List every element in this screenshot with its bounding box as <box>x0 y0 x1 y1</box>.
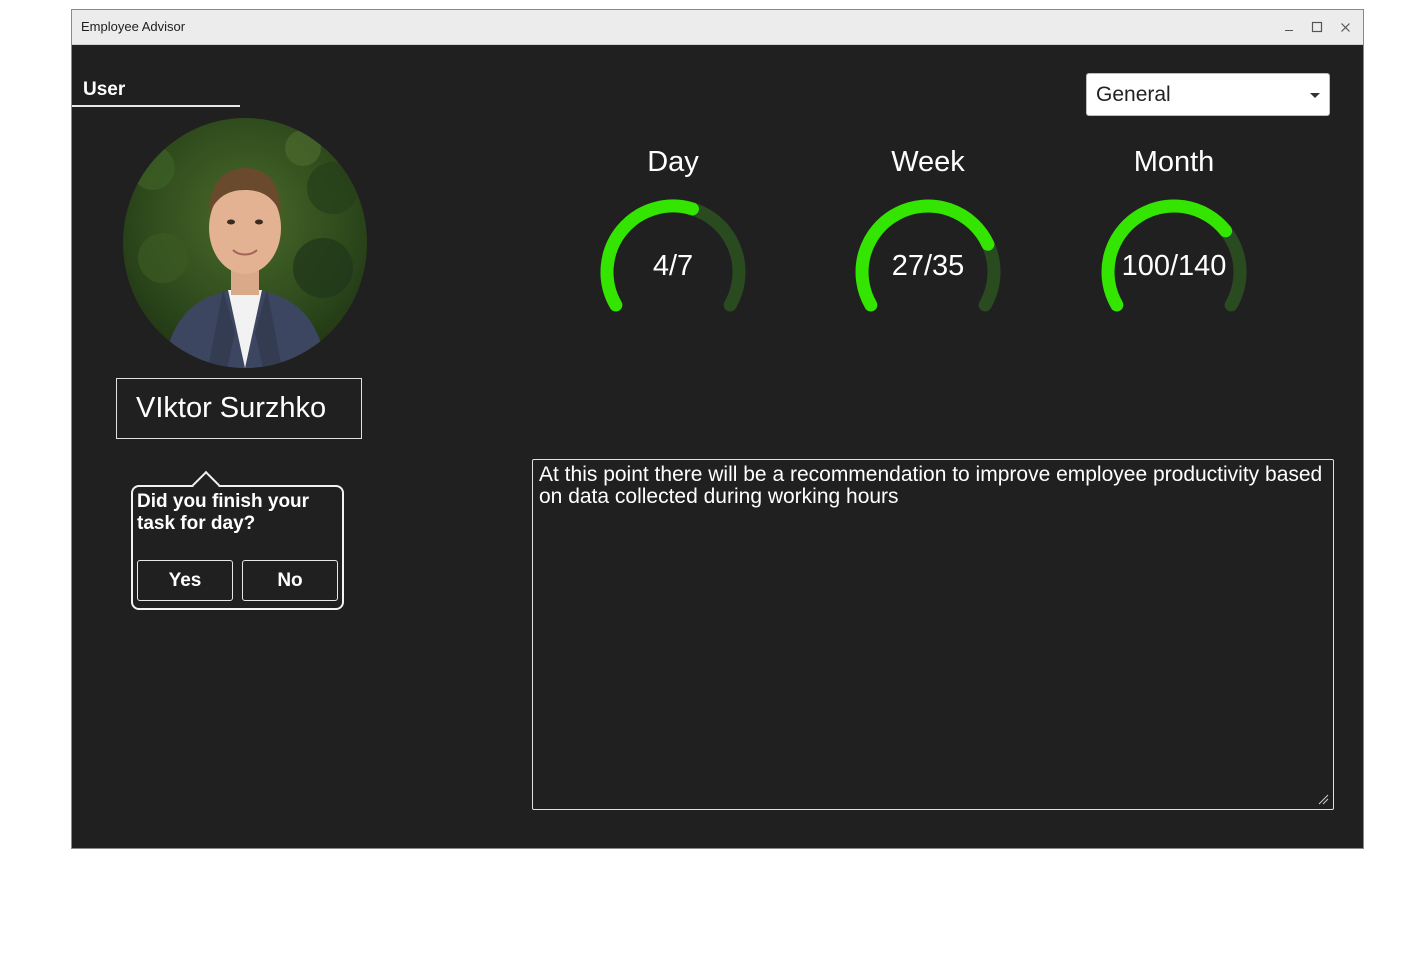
month-gauge-arc <box>1101 199 1247 312</box>
gauge-fill <box>1101 199 1233 312</box>
gauge-fill <box>855 199 995 312</box>
day-gauge: 4/7 <box>593 192 753 322</box>
month-gauge: 100/140 <box>1094 192 1254 322</box>
day-label: Day <box>647 146 699 178</box>
recommendation-text: At this point there will be a recommenda… <box>539 463 1323 508</box>
minimize-icon <box>1285 30 1293 31</box>
task-prompt-popup: Did you finish your task for day? Yes No <box>131 470 344 610</box>
category-select[interactable]: General <box>1086 73 1330 116</box>
minimize-button[interactable] <box>1280 18 1298 36</box>
title-bar: Employee Advisor <box>72 10 1363 45</box>
close-icon <box>1340 22 1350 32</box>
gauge-fill <box>600 199 699 312</box>
user-photo-icon <box>123 118 367 368</box>
window-title: Employee Advisor <box>81 19 186 34</box>
close-button[interactable] <box>1336 18 1354 36</box>
recommendation-textarea[interactable]: At this point there will be a recommenda… <box>532 459 1334 810</box>
avatar <box>123 118 367 368</box>
month-progress-value: 100/140 <box>1121 250 1227 282</box>
maximize-icon <box>1311 21 1323 33</box>
category-select-value: General <box>1096 83 1171 106</box>
week-label: Week <box>891 146 965 178</box>
no-button[interactable]: No <box>242 560 338 601</box>
app-window: Employee Advisor User <box>71 9 1364 849</box>
week-progress-value: 27/35 <box>891 250 965 282</box>
chevron-down-icon <box>1310 93 1320 98</box>
resize-grip-icon[interactable] <box>1317 793 1329 805</box>
yes-button[interactable]: Yes <box>137 560 233 601</box>
week-gauge: 27/35 <box>848 192 1008 322</box>
day-gauge-arc <box>600 199 746 312</box>
day-progress-value: 4/7 <box>652 250 694 282</box>
maximize-button[interactable] <box>1308 18 1326 36</box>
employee-name-field: VIktor Surzhko <box>116 378 362 439</box>
month-label: Month <box>1133 146 1215 178</box>
task-question: Did you finish your task for day? <box>137 491 310 534</box>
main-content: User <box>72 45 1363 850</box>
week-gauge-arc <box>855 199 1001 312</box>
tab-user[interactable]: User <box>72 79 240 107</box>
